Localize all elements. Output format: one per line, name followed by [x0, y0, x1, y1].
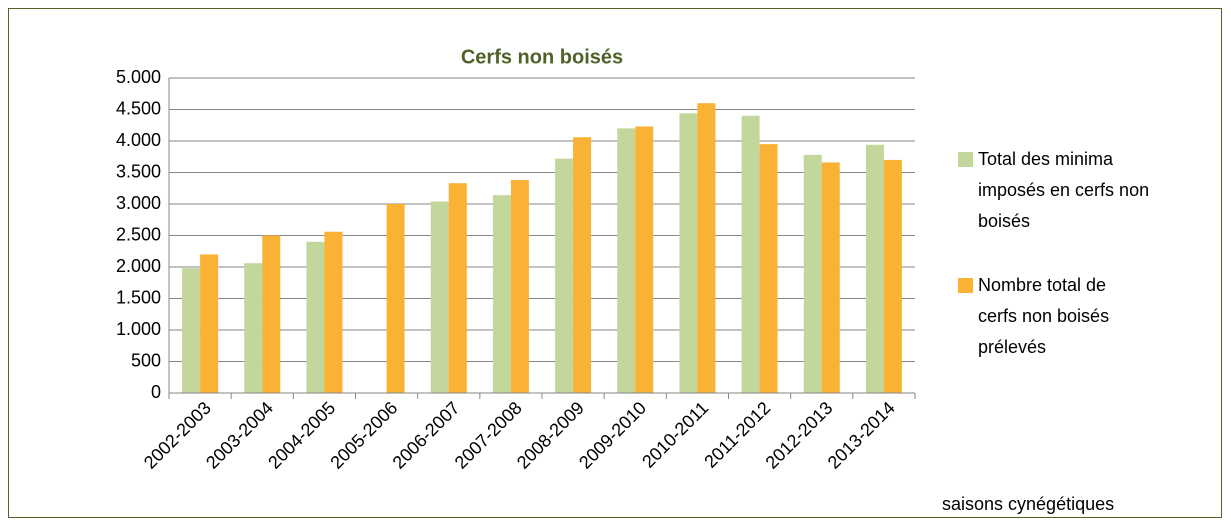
- y-tick-label: 3.000: [116, 193, 161, 213]
- x-tick-label: 2009-2010: [575, 398, 650, 473]
- x-axis-label: saisons cynégétiques: [942, 494, 1114, 514]
- bar: [492, 195, 511, 393]
- legend-item: Nombre total de cerfs non boisés prélevé…: [958, 270, 1150, 363]
- bar: [182, 268, 201, 393]
- chart-title: Cerfs non boisés: [461, 46, 623, 68]
- legend-swatch: [958, 152, 973, 167]
- bar: [759, 144, 778, 393]
- bar: [262, 235, 281, 393]
- bar: [430, 201, 449, 393]
- legend-item: Total des minima imposés en cerfs non bo…: [958, 144, 1150, 237]
- y-tick-label: 500: [131, 350, 161, 370]
- bar: [697, 103, 716, 393]
- x-tick-label: 2013-2014: [824, 398, 899, 473]
- legend-label: Total des minima imposés en cerfs non bo…: [978, 149, 1150, 231]
- bar: [200, 254, 219, 393]
- y-tick-label: 3.500: [116, 161, 161, 181]
- bar: [573, 137, 592, 393]
- bar: [883, 159, 902, 393]
- bar: [635, 126, 654, 393]
- bar: [510, 180, 529, 393]
- bar: [865, 144, 884, 393]
- legend-swatch: [958, 278, 973, 293]
- y-tick-label: 1.500: [116, 287, 161, 307]
- bar: [821, 162, 840, 393]
- y-tick-label: 4.000: [116, 130, 161, 150]
- y-tick-label: 1.000: [116, 319, 161, 339]
- bar: [803, 154, 822, 393]
- bar: [679, 113, 698, 393]
- bar: [617, 128, 636, 393]
- y-tick-label: 0: [151, 382, 161, 402]
- bar: [448, 183, 467, 393]
- legend-label: Nombre total de cerfs non boisés prélevé…: [978, 275, 1110, 357]
- bar: [555, 158, 574, 393]
- y-tick-label: 2.500: [116, 224, 161, 244]
- x-tick-label: 2010-2011: [638, 398, 712, 472]
- bar: [386, 204, 405, 393]
- bar: [741, 115, 760, 394]
- bar: [306, 241, 325, 393]
- y-tick-label: 2.000: [116, 256, 161, 276]
- bar: [324, 231, 343, 393]
- bar: [244, 263, 263, 393]
- y-tick-label: 4.500: [116, 98, 161, 118]
- frame: [8, 8, 1222, 518]
- y-tick-label: 5.000: [116, 67, 161, 87]
